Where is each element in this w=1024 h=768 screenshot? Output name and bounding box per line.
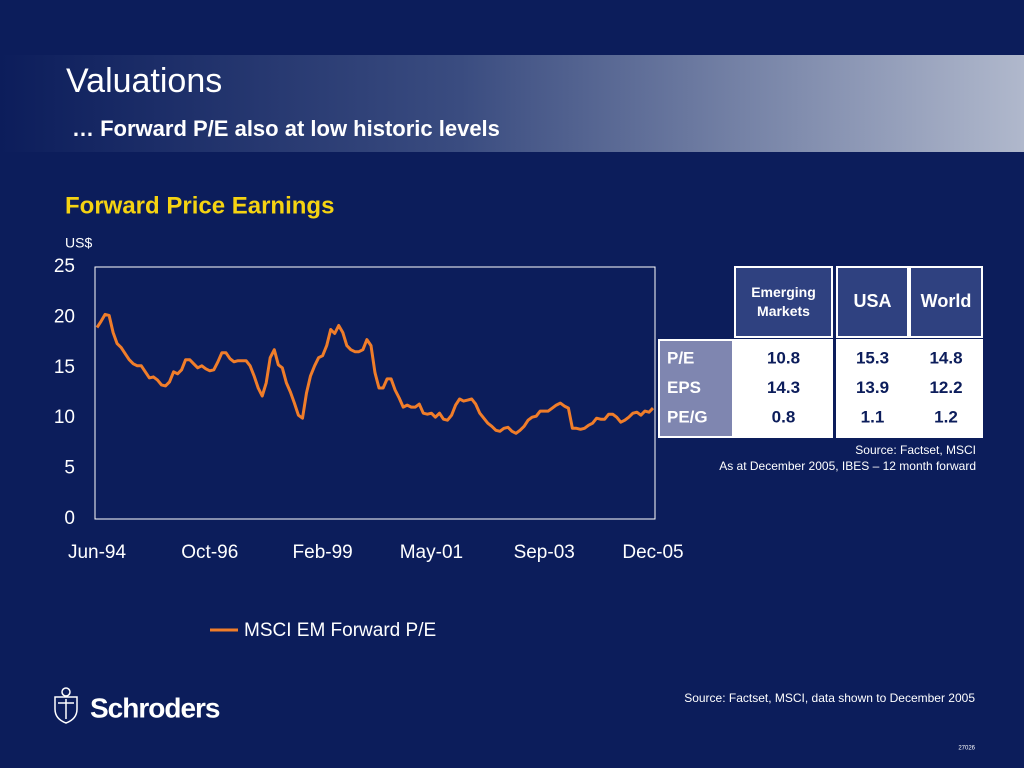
y-axis-label: US$ — [65, 235, 92, 251]
chart-title: Forward Price Earnings — [65, 192, 334, 219]
row-label: PE/G — [667, 407, 708, 426]
cell-value: 14.8 — [929, 348, 962, 367]
header-band — [0, 55, 1024, 152]
cell-value: 1.2 — [934, 407, 958, 426]
y-tick-label: 20 — [54, 306, 75, 327]
body-column — [734, 339, 833, 438]
chart: 0 5 10 15 20 25 Jun-94 Oct-96 Feb-99 May-01 Sep-03… — [54, 256, 684, 641]
logo-text: Schroders — [90, 692, 220, 723]
y-tick-label: 25 — [54, 256, 75, 277]
cell-value: 12.2 — [929, 378, 962, 397]
y-tick-label: 15 — [54, 357, 75, 378]
cell-value: 1.1 — [861, 407, 885, 426]
row-label: EPS — [667, 378, 701, 397]
x-tick-label: Oct-96 — [181, 542, 238, 563]
title: Valuations — [66, 62, 222, 100]
y-tick-label: 5 — [64, 458, 75, 479]
logo-crest — [54, 687, 78, 724]
plot-frame — [94, 266, 656, 520]
x-tick-label: May-01 — [400, 542, 463, 563]
row-label: P/E — [667, 348, 694, 367]
x-tick-label: Dec-05 — [622, 542, 683, 563]
row-label-column — [658, 339, 734, 438]
footer-code: 27026 — [958, 746, 975, 752]
y-tick-label: 10 — [54, 407, 75, 428]
x-tick-label: Sep-03 — [514, 542, 575, 563]
cell-value: 13.9 — [856, 378, 889, 397]
column-header: World — [921, 291, 972, 311]
table-source: Source: Factset, MSCI — [855, 443, 976, 457]
x-tick-label: Jun-94 — [68, 542, 127, 563]
cell-value: 10.8 — [767, 348, 800, 367]
cell-value: 0.8 — [772, 407, 796, 426]
cell-value: 15.3 — [856, 348, 889, 367]
footer-source: Source: Factset, MSCI, data shown to Dec… — [684, 691, 975, 705]
x-tick-label: Feb-99 — [293, 542, 353, 563]
table: Emerging Markets USA World P/E 10.8 15.3 14.8 EP… — [658, 266, 983, 438]
legend-label: MSCI EM Forward P/E — [244, 620, 436, 641]
column-header: USA — [853, 291, 891, 311]
cell-value: 14.3 — [767, 378, 800, 397]
column-header: Emerging Markets — [751, 284, 816, 319]
line-series — [95, 312, 655, 435]
body-column — [836, 339, 909, 438]
header-cell — [836, 266, 909, 338]
body-column — [909, 339, 983, 438]
header-cell — [909, 266, 983, 338]
table-note: As at December 2005, IBES – 12 month for… — [719, 459, 976, 473]
header-cell — [734, 266, 833, 338]
subtitle: … Forward P/E also at low historic level… — [72, 116, 500, 141]
y-tick-label: 0 — [64, 508, 75, 529]
